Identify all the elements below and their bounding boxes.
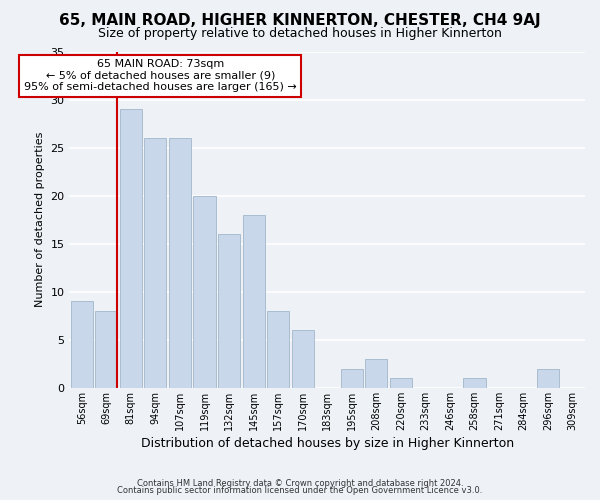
Bar [267,311,289,388]
Bar [193,196,215,388]
Bar [95,311,118,388]
Bar [71,302,93,388]
Bar [242,215,265,388]
Bar [120,109,142,388]
Text: 65 MAIN ROAD: 73sqm
← 5% of detached houses are smaller (9)
95% of semi-detached: 65 MAIN ROAD: 73sqm ← 5% of detached hou… [24,59,296,92]
Text: Size of property relative to detached houses in Higher Kinnerton: Size of property relative to detached ho… [98,28,502,40]
X-axis label: Distribution of detached houses by size in Higher Kinnerton: Distribution of detached houses by size … [140,437,514,450]
Bar [365,359,388,388]
Text: Contains HM Land Registry data © Crown copyright and database right 2024.: Contains HM Land Registry data © Crown c… [137,478,463,488]
Text: Contains public sector information licensed under the Open Government Licence v3: Contains public sector information licen… [118,486,482,495]
Bar [341,368,363,388]
Bar [218,234,240,388]
Bar [292,330,314,388]
Text: 65, MAIN ROAD, HIGHER KINNERTON, CHESTER, CH4 9AJ: 65, MAIN ROAD, HIGHER KINNERTON, CHESTER… [59,12,541,28]
Bar [537,368,559,388]
Bar [145,138,166,388]
Bar [169,138,191,388]
Bar [390,378,412,388]
Y-axis label: Number of detached properties: Number of detached properties [35,132,45,308]
Bar [463,378,485,388]
